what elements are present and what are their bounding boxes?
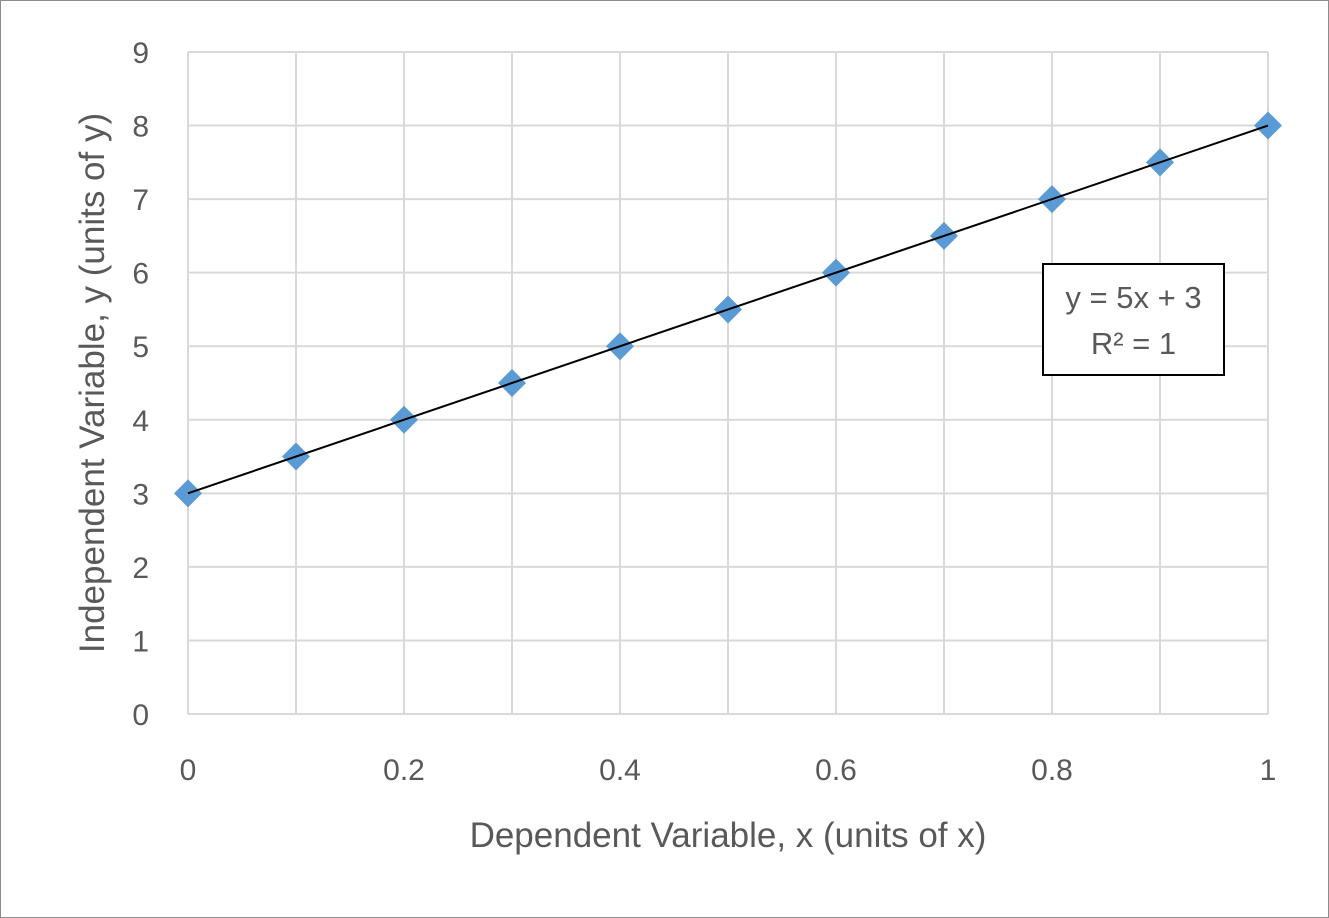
x-tick-label: 1 — [1260, 754, 1277, 787]
x-tick-label: 0.6 — [815, 754, 857, 787]
trendline — [187, 124, 1269, 495]
y-tick-label: 7 — [132, 184, 149, 217]
y-tick-label: 9 — [132, 37, 149, 70]
y-tick-label: 8 — [132, 111, 149, 144]
trendline-equation-box: y = 5x + 3 R² = 1 — [1042, 263, 1225, 376]
x-tick-label: 0.4 — [599, 754, 641, 787]
y-axis-title: Independent Variable, y (units of y) — [73, 113, 112, 653]
x-axis-title: Dependent Variable, x (units of x) — [470, 816, 987, 855]
y-tick-label: 0 — [132, 699, 149, 732]
y-tick-label: 1 — [132, 625, 149, 658]
trendline-equation: y = 5x + 3 — [1065, 280, 1202, 315]
y-tick-label: 5 — [132, 331, 149, 364]
y-tick-label: 4 — [132, 405, 149, 438]
x-tick-label: 0 — [180, 754, 197, 787]
y-tick-label: 3 — [132, 478, 149, 511]
y-tick-label: 6 — [132, 258, 149, 291]
y-tick-label: 2 — [132, 552, 149, 585]
x-tick-label: 0.2 — [383, 754, 425, 787]
x-tick-label: 0.8 — [1031, 754, 1073, 787]
r-squared-label: R² = 1 — [1090, 326, 1177, 361]
